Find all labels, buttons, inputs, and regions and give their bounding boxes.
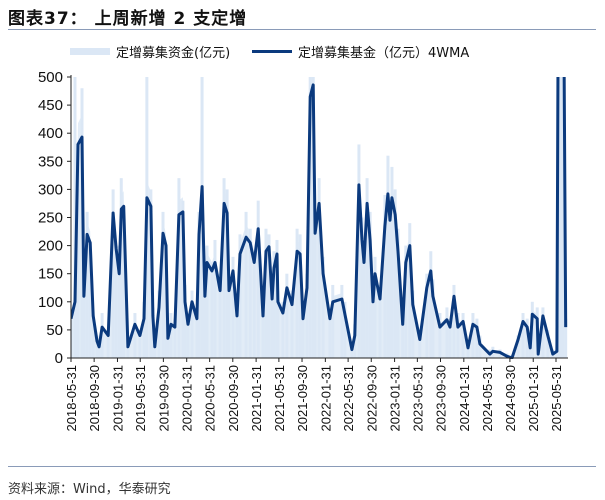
y-tick-label: 50 <box>46 322 63 339</box>
x-tick-label: 2021-09-30 <box>295 365 310 432</box>
y-tick-label: 200 <box>38 238 63 255</box>
chart: 定增募集资金(亿元) 定增募集基金（亿元）4WMA 0 50 100 150 200 25… <box>38 45 568 432</box>
x-tick-label: 2018-09-30 <box>87 365 102 432</box>
y-tick-label: 250 <box>38 210 63 227</box>
source-note: 资料来源：Wind，华泰研究 <box>8 482 171 497</box>
axes: 0 50 100 150 200 250 300 350 400 450 500 2018-05-31… <box>38 69 568 432</box>
x-tick-label: 2020-09-30 <box>226 365 241 432</box>
legend-swatch-bars <box>70 48 110 55</box>
y-tick-label: 300 <box>38 181 63 198</box>
x-tick-label: 2025-01-31 <box>526 365 541 432</box>
x-tick-label: 2019-05-31 <box>133 365 148 432</box>
x-tick-label: 2023-09-30 <box>433 365 448 432</box>
y-tick-label: 450 <box>38 97 63 114</box>
y-tick-label: 350 <box>38 153 63 170</box>
title-divider <box>8 29 596 30</box>
chart-title: 图表37： 上周新增 2 支定增 <box>8 9 248 29</box>
y-tick-label: 500 <box>38 69 63 86</box>
footer-divider <box>8 466 596 467</box>
x-tick-label: 2019-01-31 <box>110 365 125 432</box>
y-tick-label: 0 <box>55 350 63 367</box>
x-tick-label: 2022-01-31 <box>318 365 333 432</box>
y-tick-label: 400 <box>38 125 63 142</box>
legend-swatch-line <box>252 50 292 53</box>
x-tick-label: 2024-01-31 <box>457 365 472 432</box>
y-tick-label: 100 <box>38 294 63 311</box>
x-tick-label: 2022-09-30 <box>364 365 379 432</box>
x-tick-label: 2024-05-31 <box>480 365 495 432</box>
x-tick-label: 2023-01-31 <box>388 365 403 432</box>
x-tick-label: 2021-05-31 <box>272 365 287 432</box>
bar <box>73 77 77 358</box>
x-tick-label: 2021-01-31 <box>249 365 264 432</box>
legend: 定增募集资金(亿元) 定增募集基金（亿元）4WMA <box>70 45 469 61</box>
legend-label-line: 定增募集基金（亿元）4WMA <box>298 45 469 61</box>
x-tick-label: 2019-09-30 <box>156 365 171 432</box>
x-tick-label: 2022-05-31 <box>341 365 356 432</box>
x-tick-label: 2024-09-30 <box>503 365 518 432</box>
y-tick-label: 150 <box>38 266 63 283</box>
x-tick-label: 2025-05-31 <box>549 365 564 432</box>
legend-label-bars: 定增募集资金(亿元) <box>116 45 230 61</box>
x-tick-label: 2018-05-31 <box>64 365 79 432</box>
x-tick-label: 2020-05-31 <box>203 365 218 432</box>
x-tick-label: 2023-05-31 <box>410 365 425 432</box>
x-tick-label: 2020-01-31 <box>180 365 195 432</box>
line-series <box>71 77 568 359</box>
